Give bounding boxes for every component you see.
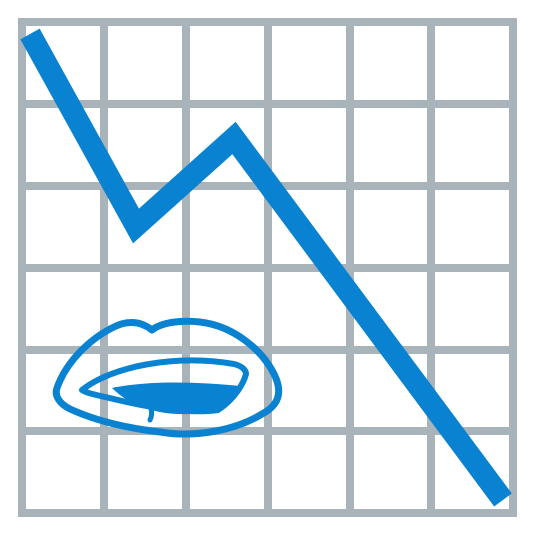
bitten-lip-icon <box>52 317 283 438</box>
lower-lip-fill <box>112 382 240 415</box>
tooth-hook <box>141 393 155 423</box>
lip-outline <box>52 317 283 438</box>
lip-mouth-line <box>79 357 249 415</box>
declining-trend-line <box>20 28 512 507</box>
grid <box>18 18 517 517</box>
